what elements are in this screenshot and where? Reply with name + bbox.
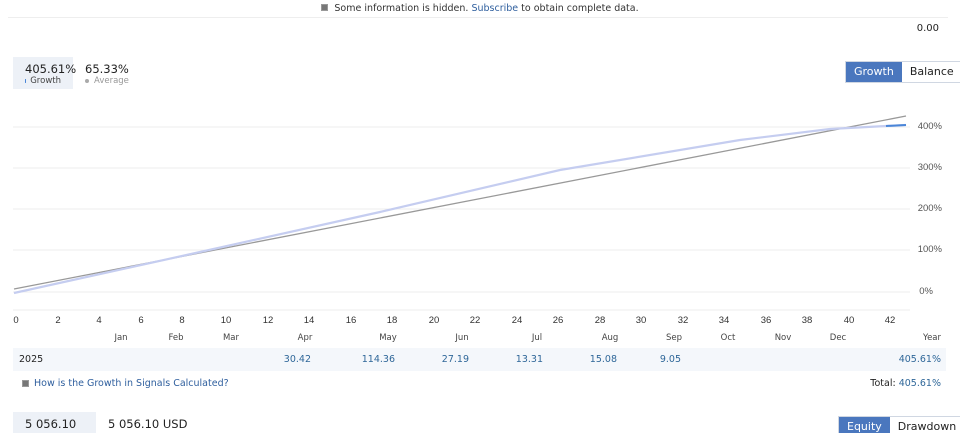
- year-label: 2025: [19, 354, 44, 365]
- balance-value: 5 056.10 USD: [108, 417, 188, 431]
- hidden-info-notice: Some information is hidden. Subscribe to…: [0, 2, 960, 16]
- total-summary: Total: 405.61%: [870, 378, 941, 389]
- x-tick: 32: [677, 315, 689, 326]
- month-label-year: Year: [923, 333, 941, 343]
- x-tick: 42: [884, 315, 896, 326]
- month-value-apr: 30.42: [283, 354, 311, 365]
- x-tick: 18: [386, 315, 398, 326]
- growth-label: Growth: [30, 76, 61, 86]
- month-value-jun: 27.19: [441, 354, 469, 365]
- month-label-sep: Sep: [665, 333, 683, 343]
- x-tick: 0: [13, 315, 19, 326]
- notice-text-after: to obtain complete data.: [521, 3, 639, 14]
- month-label-mar: Mar: [222, 333, 240, 343]
- lock-square-icon: [321, 4, 329, 11]
- month-label-apr: Apr: [297, 333, 313, 343]
- grid-lines: [13, 126, 910, 311]
- x-tick: 40: [843, 315, 855, 326]
- equity-value: 5 056.10 USD: [25, 417, 77, 433]
- y-tick-0: 0%: [919, 286, 933, 297]
- info-square-icon: [22, 380, 29, 387]
- drawdown-tab[interactable]: Drawdown: [889, 417, 960, 433]
- total-label: Total:: [870, 378, 896, 389]
- growth-chart: [13, 115, 910, 311]
- top-value: 0.00: [916, 23, 939, 34]
- average-label: Average: [94, 76, 129, 86]
- x-tick: 14: [303, 315, 315, 326]
- x-tick: 22: [469, 315, 481, 326]
- x-tick: 16: [345, 315, 357, 326]
- equity-tab[interactable]: Equity: [839, 417, 890, 433]
- y-tick-200: 200%: [917, 203, 942, 214]
- total-value: 405.61%: [898, 378, 941, 389]
- x-tick: 6: [138, 315, 144, 326]
- year-row-2025: 2025 30.42 114.36 27.19 13.31 15.08 9.05…: [13, 348, 946, 371]
- average-value: 65.33%: [85, 62, 129, 76]
- balance-stat-card[interactable]: 5 056.10 USD: [96, 412, 199, 433]
- x-tick: 4: [96, 315, 102, 326]
- y-tick-400: 400%: [917, 121, 942, 132]
- month-label-may: May: [379, 333, 397, 343]
- growth-calculation-link[interactable]: How is the Growth in Signals Calculated?: [34, 378, 229, 389]
- average-stat-card[interactable]: 65.33% Average: [73, 57, 141, 89]
- month-value-aug: 15.08: [589, 354, 617, 365]
- month-label-aug: Aug: [601, 333, 619, 343]
- equity-stat-card[interactable]: 5 056.10 USD: [13, 412, 96, 433]
- x-tick: 2: [55, 315, 61, 326]
- month-label-oct: Oct: [720, 333, 736, 343]
- x-tick: 36: [760, 315, 772, 326]
- month-label-jun: Jun: [455, 333, 469, 343]
- growth-calculation-help[interactable]: How is the Growth in Signals Calculated?: [22, 378, 229, 389]
- growth-tab[interactable]: Growth: [846, 62, 902, 82]
- x-tick: 28: [594, 315, 606, 326]
- month-value-sep: 9.05: [659, 354, 681, 365]
- growth-line-end: [885, 124, 907, 127]
- x-tick: 38: [801, 315, 813, 326]
- x-tick: 30: [635, 315, 647, 326]
- balance-tab[interactable]: Balance: [901, 62, 960, 82]
- year-total-value: 405.61%: [898, 354, 941, 365]
- x-tick: 12: [262, 315, 274, 326]
- divider: [8, 17, 948, 18]
- growth-line: [13, 123, 907, 295]
- subscribe-link[interactable]: Subscribe: [471, 3, 519, 14]
- chart-mode-toggle: Growth Balance: [845, 61, 960, 83]
- month-label-jul: Jul: [531, 333, 543, 343]
- x-tick: 24: [511, 315, 523, 326]
- average-dot-icon: [85, 79, 89, 83]
- x-tick: 20: [428, 315, 440, 326]
- x-tick: 8: [179, 315, 185, 326]
- growth-value: 405.61%: [25, 62, 77, 76]
- growth-stat-card[interactable]: 405.61% Growth: [13, 57, 77, 89]
- month-label-nov: Nov: [774, 333, 792, 343]
- month-label-feb: Feb: [168, 333, 184, 343]
- month-label-dec: Dec: [829, 333, 847, 343]
- notice-text-before: Some information is hidden.: [334, 3, 469, 14]
- y-tick-100: 100%: [917, 244, 942, 255]
- month-label-jan: Jan: [114, 333, 128, 343]
- month-value-jul: 13.31: [515, 354, 543, 365]
- x-tick: 34: [718, 315, 730, 326]
- month-value-may: 114.36: [361, 354, 395, 365]
- x-tick: 10: [220, 315, 232, 326]
- y-tick-300: 300%: [917, 162, 942, 173]
- x-tick: 26: [552, 315, 564, 326]
- equity-mode-toggle: Equity Drawdown: [838, 416, 960, 433]
